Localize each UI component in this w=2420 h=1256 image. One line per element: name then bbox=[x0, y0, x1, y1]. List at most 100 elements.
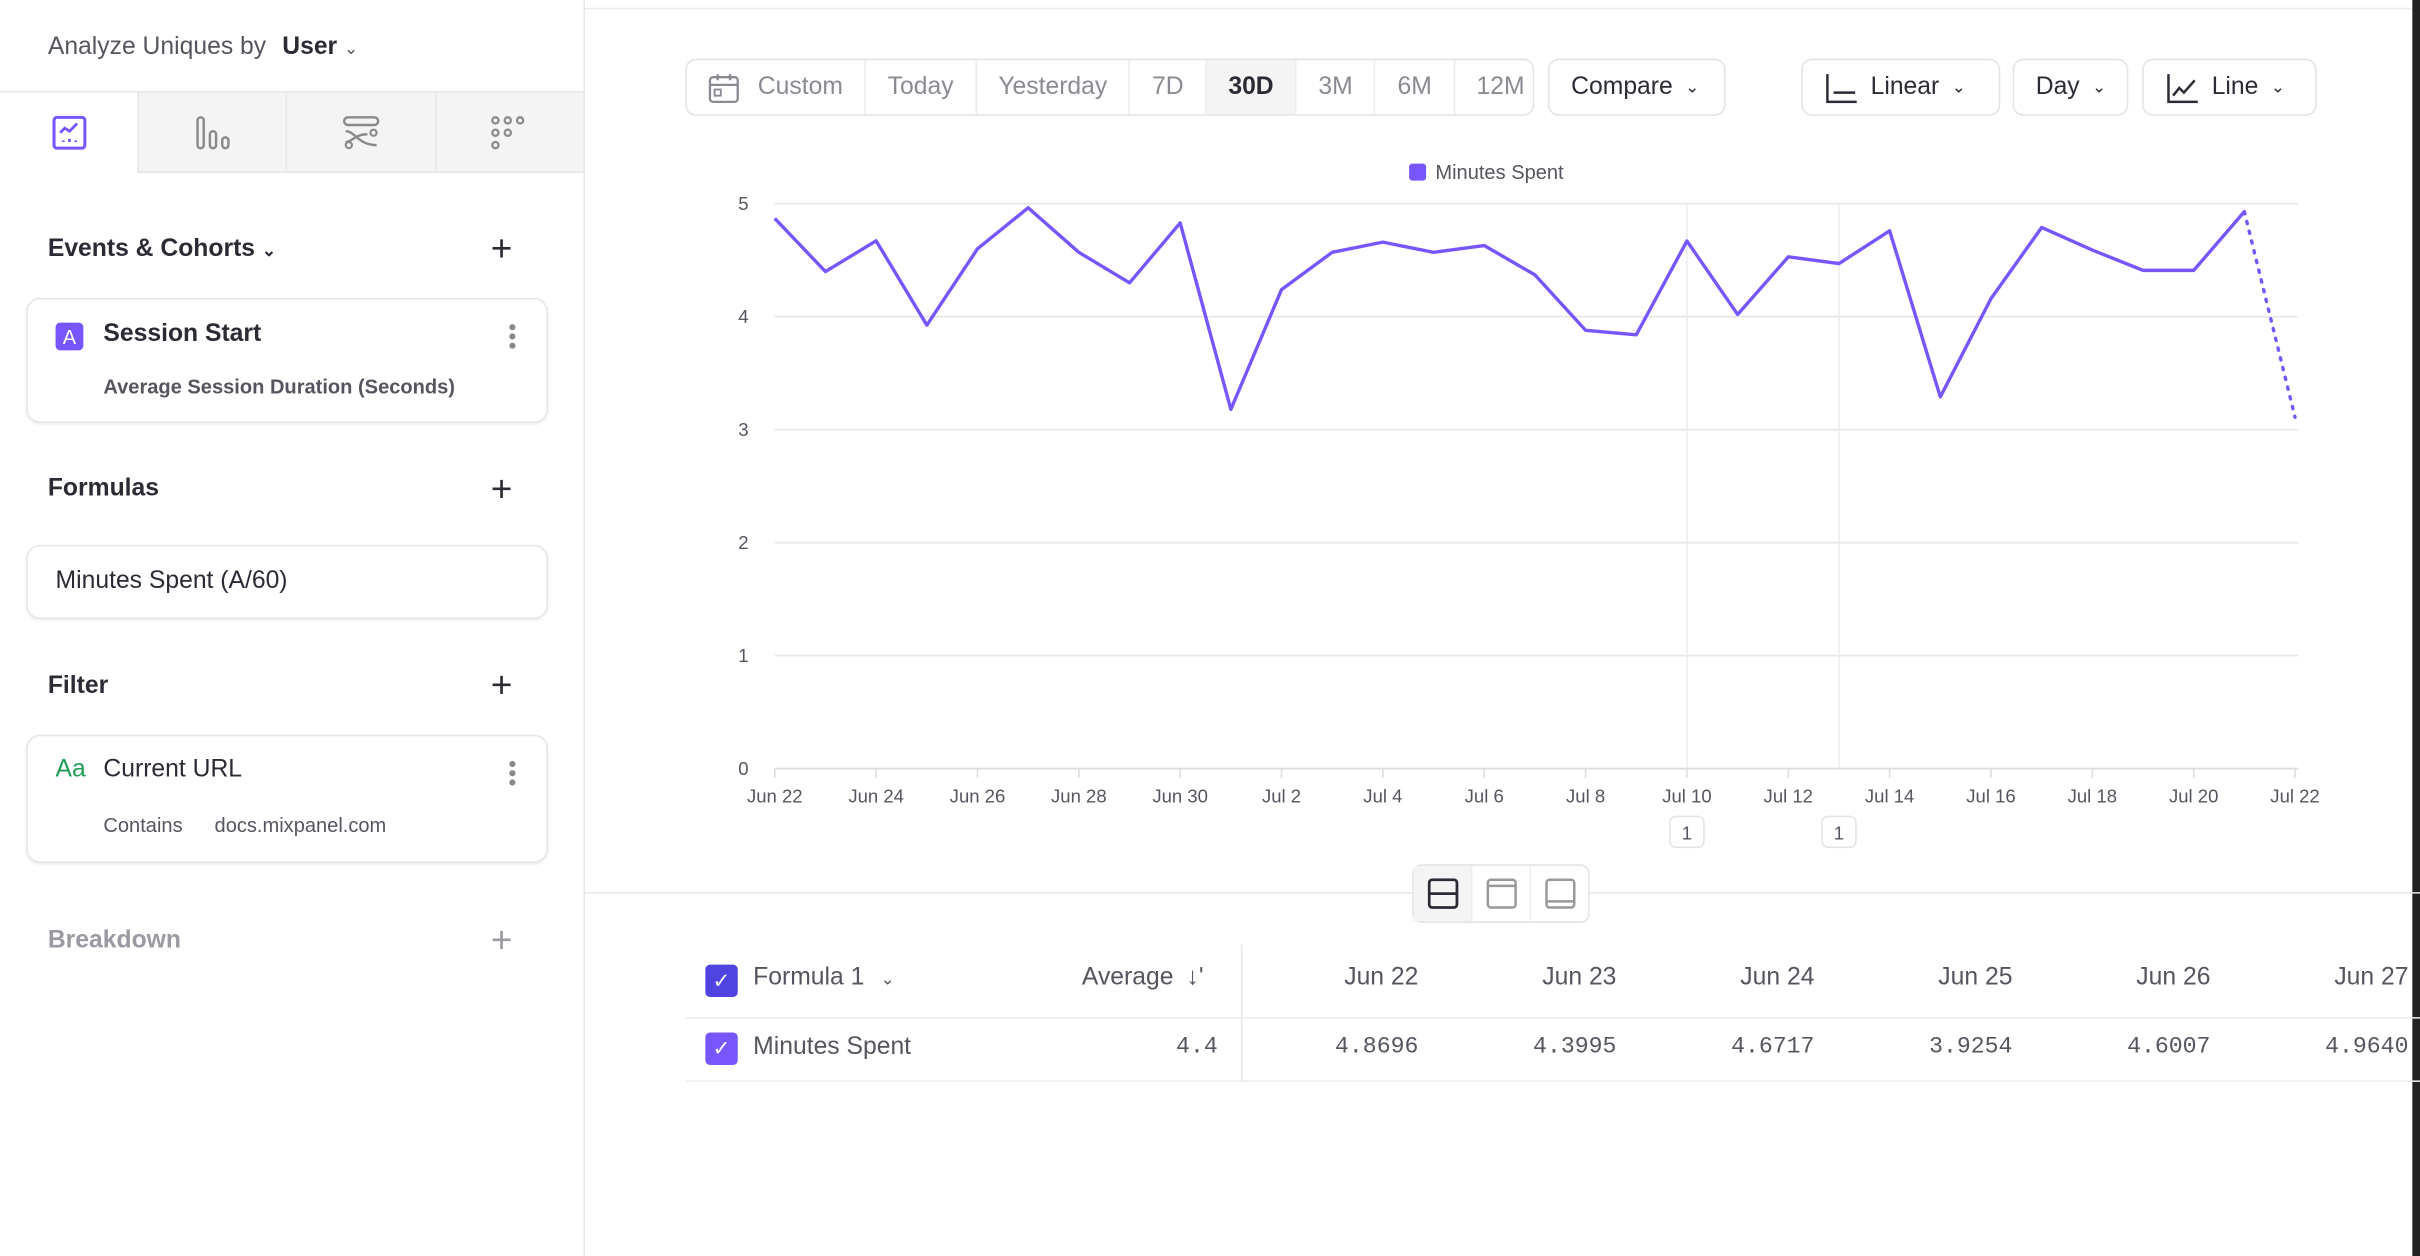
x-tick-label: Jul 6 bbox=[1465, 786, 1504, 807]
x-tick-label: Jul 12 bbox=[1764, 786, 1813, 807]
compare-label: Compare bbox=[1571, 73, 1673, 100]
y-tick-label: 4 bbox=[738, 306, 748, 327]
events-cohorts-title[interactable]: Events & Cohorts ⌄ bbox=[48, 236, 276, 264]
column-header[interactable]: Jun 25 bbox=[1938, 964, 2013, 991]
chevron-down-icon: ⌄ bbox=[1951, 78, 1966, 98]
row-divider bbox=[685, 1080, 2420, 1082]
legend-swatch bbox=[1409, 163, 1427, 181]
row-name: Minutes Spent bbox=[753, 1034, 912, 1061]
annotation-label[interactable]: 1 bbox=[1682, 823, 1692, 844]
retention-dots-icon bbox=[491, 115, 525, 149]
interval-label: Day bbox=[2035, 73, 2080, 100]
row-divider bbox=[685, 1017, 2420, 1019]
event-name[interactable]: Session Start bbox=[103, 321, 262, 348]
average-header[interactable]: Average ↓ʹ bbox=[1082, 965, 1204, 993]
x-tick-label: Jun 22 bbox=[747, 786, 803, 807]
legend-label: Minutes Spent bbox=[1435, 160, 1564, 184]
add-breakdown-button[interactable]: + bbox=[490, 919, 513, 962]
column-header[interactable]: Jun 23 bbox=[1542, 964, 1617, 991]
table-cell: 4.3995 bbox=[1533, 1034, 1617, 1061]
formula-card[interactable]: Minutes Spent (A/60) bbox=[26, 544, 548, 619]
column-header[interactable]: Jun 24 bbox=[1740, 964, 1815, 991]
x-tick-label: Jul 18 bbox=[2068, 786, 2117, 807]
window-edge bbox=[2412, 0, 2420, 1256]
compare-dropdown[interactable]: Compare ⌄ bbox=[1548, 58, 1726, 116]
scale-dropdown[interactable]: Linear ⌄ bbox=[1801, 58, 2001, 116]
formula-header-checkbox[interactable]: ✓ bbox=[705, 964, 738, 998]
column-header[interactable]: Jun 26 bbox=[2136, 964, 2211, 991]
filter-value[interactable]: docs.mixpanel.com bbox=[214, 813, 387, 837]
event-measure[interactable]: Average Session Duration (Seconds) bbox=[103, 375, 456, 399]
layout-toggle bbox=[1412, 864, 1590, 923]
column-header[interactable]: Jun 22 bbox=[1344, 964, 1419, 991]
column-header[interactable]: Jun 27 bbox=[2334, 964, 2409, 991]
chevron-down-icon: ⌄ bbox=[261, 242, 277, 261]
report-type-tabs bbox=[0, 91, 584, 173]
chart-type-dropdown[interactable]: Line ⌄ bbox=[2142, 58, 2317, 116]
analyze-value: User bbox=[282, 33, 338, 61]
event-badge: A bbox=[55, 322, 84, 351]
date-range-7d[interactable]: 7D bbox=[1128, 60, 1205, 115]
formula-header-label: Formula 1 bbox=[753, 964, 865, 991]
chart-legend[interactable]: Minutes Spent bbox=[1409, 161, 1564, 184]
add-formula-button[interactable]: + bbox=[490, 469, 513, 511]
flows-icon bbox=[342, 115, 380, 149]
formula-header[interactable]: Formula 1 ⌄ bbox=[753, 965, 895, 993]
date-range-30d[interactable]: 30D bbox=[1205, 60, 1296, 115]
annotation-label[interactable]: 1 bbox=[1834, 823, 1844, 844]
calendar-icon bbox=[708, 73, 739, 103]
formula-text: Minutes Spent (A/60) bbox=[55, 567, 288, 595]
insights-chart-icon bbox=[51, 115, 86, 150]
chevron-down-icon: ⌄ bbox=[344, 40, 359, 59]
x-tick-label: Jun 28 bbox=[1051, 786, 1107, 807]
y-tick-label: 2 bbox=[738, 532, 748, 553]
x-tick-label: Jul 8 bbox=[1566, 786, 1605, 807]
table-cell: 4.9640 bbox=[2325, 1034, 2409, 1061]
events-title-text: Events & Cohorts bbox=[47, 236, 256, 263]
date-range-12m[interactable]: 12M bbox=[1453, 60, 1546, 115]
y-tick-label: 0 bbox=[738, 758, 748, 779]
annotation-marker bbox=[1669, 815, 1705, 849]
x-tick-label: Jun 26 bbox=[950, 786, 1006, 807]
date-range-6m[interactable]: 6M bbox=[1374, 60, 1453, 115]
add-filter-button[interactable]: + bbox=[490, 665, 513, 707]
split-view-icon bbox=[1427, 878, 1458, 909]
chevron-down-icon: ⌄ bbox=[2092, 78, 2107, 98]
more-options-icon[interactable] bbox=[509, 760, 516, 789]
date-range-3m[interactable]: 3M bbox=[1295, 60, 1374, 115]
tab-flows[interactable] bbox=[286, 92, 435, 173]
chevron-down-icon: ⌄ bbox=[880, 970, 895, 990]
filter-property[interactable]: Current URL bbox=[103, 756, 243, 783]
x-tick-label: Jul 2 bbox=[1262, 786, 1301, 807]
funnels-bars-icon bbox=[195, 115, 230, 149]
layout-chart-button[interactable] bbox=[1470, 865, 1530, 922]
date-range-custom[interactable]: Custom bbox=[687, 60, 865, 114]
annotation-marker bbox=[1821, 815, 1857, 849]
row-checkbox[interactable]: ✓ bbox=[705, 1032, 738, 1065]
filter-operator[interactable]: Contains bbox=[103, 813, 183, 837]
formulas-title: Formulas bbox=[47, 475, 159, 502]
table-cell: 4.6007 bbox=[2127, 1034, 2211, 1061]
layout-split-button[interactable] bbox=[1413, 865, 1471, 922]
add-event-button[interactable]: + bbox=[490, 228, 513, 271]
tab-retention[interactable] bbox=[434, 92, 584, 173]
layout-table-button[interactable] bbox=[1529, 865, 1589, 922]
x-tick-label: Jun 30 bbox=[1152, 786, 1208, 807]
more-options-icon[interactable] bbox=[509, 324, 516, 352]
custom-label: Custom bbox=[757, 73, 843, 100]
table-cell: 4.6717 bbox=[1731, 1034, 1815, 1061]
tab-funnels[interactable] bbox=[137, 92, 287, 173]
date-range-picker: Custom Today Yesterday 7D 30D 3M 6M 12M bbox=[685, 58, 1535, 116]
filter-title: Filter bbox=[47, 672, 109, 700]
tab-insights[interactable] bbox=[0, 92, 138, 173]
column-divider bbox=[1240, 944, 1243, 1081]
date-range-today[interactable]: Today bbox=[864, 60, 975, 115]
series-line-minutes-spent bbox=[773, 206, 2246, 412]
event-card[interactable]: A Session Start Average Session Duration… bbox=[26, 297, 548, 423]
interval-dropdown[interactable]: Day ⌄ bbox=[2012, 58, 2129, 116]
filter-card[interactable]: Aa Current URL Contains docs.mixpanel.co… bbox=[26, 734, 548, 863]
date-range-yesterday[interactable]: Yesterday bbox=[975, 60, 1129, 115]
y-tick-label: 3 bbox=[738, 419, 748, 440]
series-line-incomplete bbox=[2242, 209, 2297, 419]
analyze-uniques-by[interactable]: Analyze Uniques by User ⌄ bbox=[48, 34, 358, 62]
